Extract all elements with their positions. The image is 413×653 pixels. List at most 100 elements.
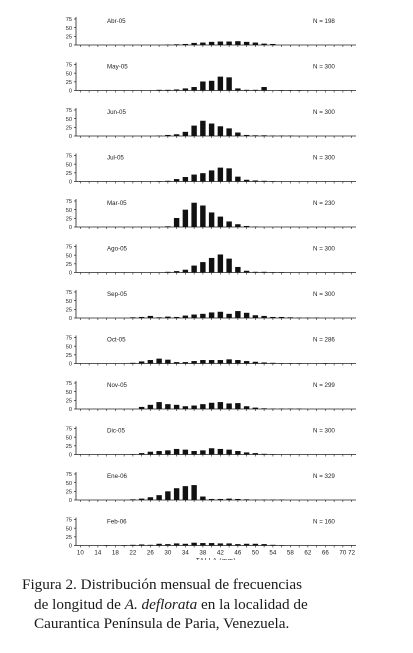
histogram-bar xyxy=(217,76,224,91)
histogram-bar xyxy=(208,212,215,227)
y-tick-label: 50 xyxy=(66,390,72,396)
histogram-bar xyxy=(270,362,276,364)
histogram-bar xyxy=(235,498,241,500)
histogram-bar xyxy=(252,315,259,318)
histogram-bar xyxy=(243,225,250,227)
histogram-bar xyxy=(200,42,206,45)
histogram-bar xyxy=(173,179,180,182)
histogram-bar xyxy=(261,315,267,318)
month-label: Ago-05 xyxy=(107,246,128,253)
histogram-bar xyxy=(165,450,171,455)
histogram-bar xyxy=(165,404,171,409)
histogram-bar xyxy=(208,498,215,500)
histogram-bar xyxy=(235,266,241,273)
month-label: May-05 xyxy=(107,64,128,71)
histogram-bar xyxy=(252,271,259,273)
x-tick-label: 22 xyxy=(129,550,136,557)
histogram-bar xyxy=(243,312,250,318)
histogram-bar xyxy=(173,89,180,91)
histogram-bar xyxy=(165,271,171,273)
histogram-panel: 0 25 50 75 Feb-06 N = 160 xyxy=(66,517,356,550)
histogram-bar xyxy=(165,226,171,227)
monthly-histograms: 0 25 50 75 Abr-05 N = 198 0 25 50 75 May-05 N = 300… xyxy=(66,17,356,561)
month-label: Abr-05 xyxy=(107,18,126,25)
y-tick-label: 75 xyxy=(66,336,72,342)
histogram-bar xyxy=(165,359,171,364)
y-tick-label: 0 xyxy=(69,498,72,504)
histogram-bar xyxy=(208,402,215,409)
histogram-bar xyxy=(278,316,285,318)
histogram-bar xyxy=(252,89,259,91)
y-tick-label: 25 xyxy=(66,399,72,405)
histogram-bar xyxy=(208,123,215,136)
x-tick-label: 42 xyxy=(217,550,224,557)
y-tick-label: 0 xyxy=(69,89,72,95)
y-tick-label: 25 xyxy=(66,535,72,541)
sample-size-label: N = 300 xyxy=(313,291,335,298)
month-label: Ene-06 xyxy=(107,473,128,480)
histogram-panel: 0 25 50 75 Mar-05 N = 230 xyxy=(66,199,356,231)
histogram-bar xyxy=(191,174,197,182)
y-tick-label: 25 xyxy=(66,444,72,450)
x-tick-label: 46 xyxy=(234,550,241,557)
y-tick-label: 25 xyxy=(66,217,72,223)
histogram-bar xyxy=(217,402,224,409)
y-tick-label: 0 xyxy=(69,134,72,140)
histogram-bar xyxy=(252,543,259,546)
histogram-bar xyxy=(200,81,206,91)
histogram-bar xyxy=(147,497,154,500)
x-axis-title: TALLA (mm) xyxy=(196,558,236,561)
histogram-bar xyxy=(156,451,162,455)
month-label: Dic-05 xyxy=(107,428,125,435)
histogram-bar xyxy=(191,485,197,500)
y-tick-label: 75 xyxy=(66,108,72,114)
histogram-bar xyxy=(138,361,145,364)
histogram-bar xyxy=(208,170,215,182)
histogram-bar xyxy=(200,496,206,500)
histogram-bar xyxy=(130,544,136,546)
histogram-bar xyxy=(138,498,145,500)
caption-line-2: de longitud de A. deflorata en la locali… xyxy=(22,595,402,615)
month-label: Sep-05 xyxy=(107,291,128,298)
y-tick-label: 25 xyxy=(66,490,72,496)
histogram-bar xyxy=(200,360,206,364)
y-tick-label: 25 xyxy=(66,35,72,41)
y-tick-label: 50 xyxy=(66,253,72,259)
histogram-bar xyxy=(173,134,180,136)
histogram-bar xyxy=(226,168,232,182)
sample-size-label: N = 300 xyxy=(313,64,335,71)
histogram-bar xyxy=(165,180,171,182)
x-tick-label: 70 xyxy=(339,550,346,557)
histogram-bar xyxy=(226,313,232,318)
histogram-bar xyxy=(235,451,241,455)
histogram-bar xyxy=(261,180,267,182)
histogram-bar xyxy=(208,448,215,455)
month-label: Oct-05 xyxy=(107,337,126,344)
histogram-bar xyxy=(226,77,232,91)
month-label: Jul-05 xyxy=(107,155,124,162)
histogram-bar xyxy=(200,543,206,546)
histogram-panel: 0 25 50 75 Ene-06 N = 329 xyxy=(66,472,356,504)
histogram-bar xyxy=(191,87,197,91)
histogram-bar xyxy=(235,41,241,45)
month-label: Nov-05 xyxy=(107,382,128,389)
y-tick-label: 75 xyxy=(66,290,72,296)
histogram-bar xyxy=(252,180,259,182)
histogram-bar xyxy=(261,362,267,364)
sample-size-label: N = 300 xyxy=(313,246,335,253)
histogram-bar xyxy=(147,315,154,318)
histogram-bar xyxy=(165,544,171,546)
histogram-bar xyxy=(208,543,215,546)
histogram-bar xyxy=(156,317,162,318)
histogram-bar xyxy=(261,135,267,136)
histogram-panel: 0 25 50 75 Jun-05 N = 300 xyxy=(66,108,356,140)
caption-species: A. deflorata xyxy=(124,595,198,613)
histogram-bar xyxy=(226,403,232,409)
histogram-bar xyxy=(200,262,206,273)
histogram-bar xyxy=(208,80,215,91)
histogram-bar xyxy=(217,216,224,227)
y-tick-label: 50 xyxy=(66,299,72,305)
y-tick-label: 75 xyxy=(66,63,72,69)
y-tick-label: 0 xyxy=(69,316,72,322)
y-tick-label: 75 xyxy=(66,154,72,160)
